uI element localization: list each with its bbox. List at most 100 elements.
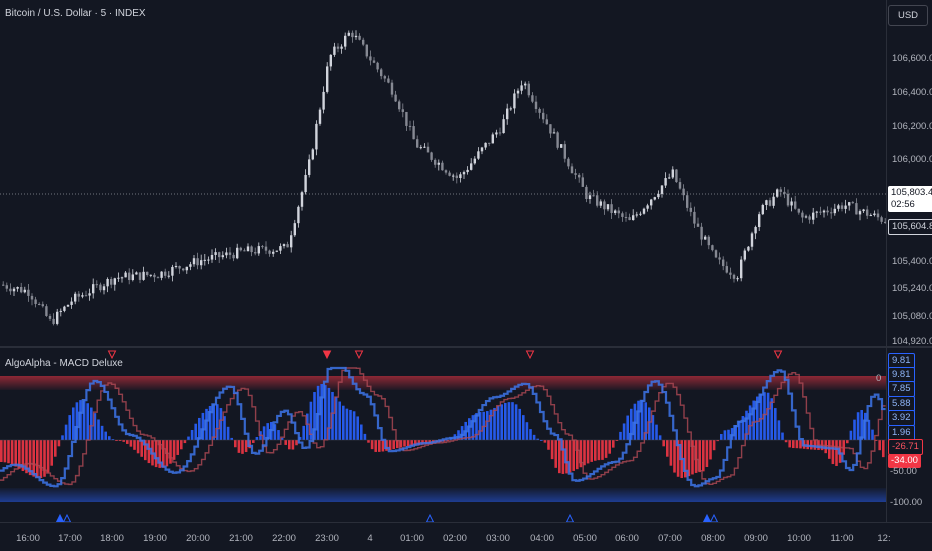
histogram-bar [18, 440, 21, 469]
candle-body [747, 246, 750, 251]
candle-body [840, 205, 844, 209]
histogram-bar [97, 419, 100, 440]
histogram-bar [525, 422, 529, 440]
histogram-bar [183, 440, 187, 444]
histogram-bar [486, 411, 489, 440]
price-chart[interactable] [0, 0, 886, 346]
candle-body [531, 95, 534, 102]
candle-body [527, 83, 530, 96]
candle-body [225, 252, 228, 256]
histogram-bar [360, 424, 363, 440]
candle-body [189, 264, 192, 267]
candle-body [822, 210, 826, 213]
candle-body [513, 93, 516, 109]
candle-body [293, 223, 296, 236]
candle-body [588, 195, 592, 200]
candle-body [851, 202, 854, 204]
buy-signal-icon [425, 513, 435, 522]
candle-body [120, 277, 124, 279]
histogram-bar [39, 440, 43, 478]
histogram-bar [316, 385, 320, 440]
histogram-bar [266, 423, 269, 440]
histogram-bar [662, 440, 665, 447]
histogram-bar [82, 400, 86, 440]
histogram-bar [370, 440, 374, 450]
candle-body [826, 210, 829, 213]
candle-body [603, 201, 606, 210]
time-tick: 08:00 [701, 533, 725, 544]
candle-body [200, 260, 203, 266]
histogram-bar [399, 440, 403, 448]
indicator-chart[interactable] [0, 348, 886, 522]
histogram-bar [619, 431, 622, 440]
histogram-bar [586, 440, 590, 464]
candle-body [394, 94, 397, 102]
histogram-bar [774, 408, 777, 440]
candle-body [599, 201, 602, 206]
time-axis[interactable] [0, 522, 932, 551]
candle-body [304, 174, 307, 193]
pane-divider[interactable] [0, 346, 932, 348]
histogram-bar [630, 408, 633, 440]
histogram-bar [475, 413, 478, 440]
ind-axis-label: -100.00 [890, 497, 923, 508]
candle-body [704, 236, 707, 240]
sell-signal-icon [107, 350, 117, 360]
candle-body [272, 251, 275, 254]
candle-body [81, 295, 84, 297]
candle-body [52, 318, 55, 324]
candle-body [20, 286, 23, 293]
candle-body [578, 174, 581, 178]
candle-body [45, 306, 48, 316]
candle-body [203, 259, 206, 261]
candle-body [671, 169, 674, 178]
histogram-bar [273, 424, 277, 440]
indicator-title[interactable]: AlgoAlpha - MACD Deluxe [5, 358, 123, 369]
candle-body [624, 216, 628, 218]
histogram-bar [835, 440, 838, 466]
candle-body [419, 147, 422, 149]
histogram-bar [46, 440, 50, 473]
currency-button[interactable]: USD [888, 5, 928, 26]
candle-body [326, 66, 329, 92]
candle-body [48, 315, 52, 319]
histogram-bar [147, 440, 151, 464]
candle-body [315, 123, 318, 150]
candle-body [77, 293, 80, 297]
histogram-bar [187, 436, 190, 440]
candle-body [146, 271, 149, 276]
histogram-bar [687, 440, 691, 477]
histogram-bar [194, 423, 197, 440]
candle-body [815, 211, 818, 213]
candle-body [524, 83, 527, 86]
candle-body [59, 310, 62, 312]
histogram-bar [356, 416, 359, 440]
histogram-bar [727, 429, 730, 440]
time-tick: 06:00 [615, 533, 639, 544]
price-axis[interactable] [886, 0, 932, 522]
candle-body [729, 272, 732, 275]
histogram-bar [651, 415, 655, 440]
candle-body [171, 266, 174, 276]
histogram-bar [410, 440, 413, 446]
candle-body [498, 132, 502, 134]
histogram-bar [813, 440, 817, 450]
sell-signal-icon [773, 350, 783, 360]
histogram-bar [748, 405, 752, 440]
candle-body [246, 246, 250, 252]
histogram-bar [100, 425, 104, 440]
candle-body [876, 213, 880, 218]
histogram-bar [720, 434, 723, 440]
candle-body [570, 166, 574, 174]
symbol-title[interactable]: Bitcoin / U.S. Dollar · 5 · INDEX [5, 8, 146, 19]
candle-body [581, 177, 584, 187]
candle-body [416, 139, 419, 148]
candle-body [340, 46, 343, 49]
histogram-bar [471, 415, 475, 440]
time-tick: 4 [367, 533, 373, 544]
candle-body [344, 35, 347, 47]
histogram-bar [622, 423, 626, 440]
histogram-bar [302, 425, 305, 440]
candle-body [858, 211, 862, 215]
countdown: 02:56 [891, 199, 915, 210]
